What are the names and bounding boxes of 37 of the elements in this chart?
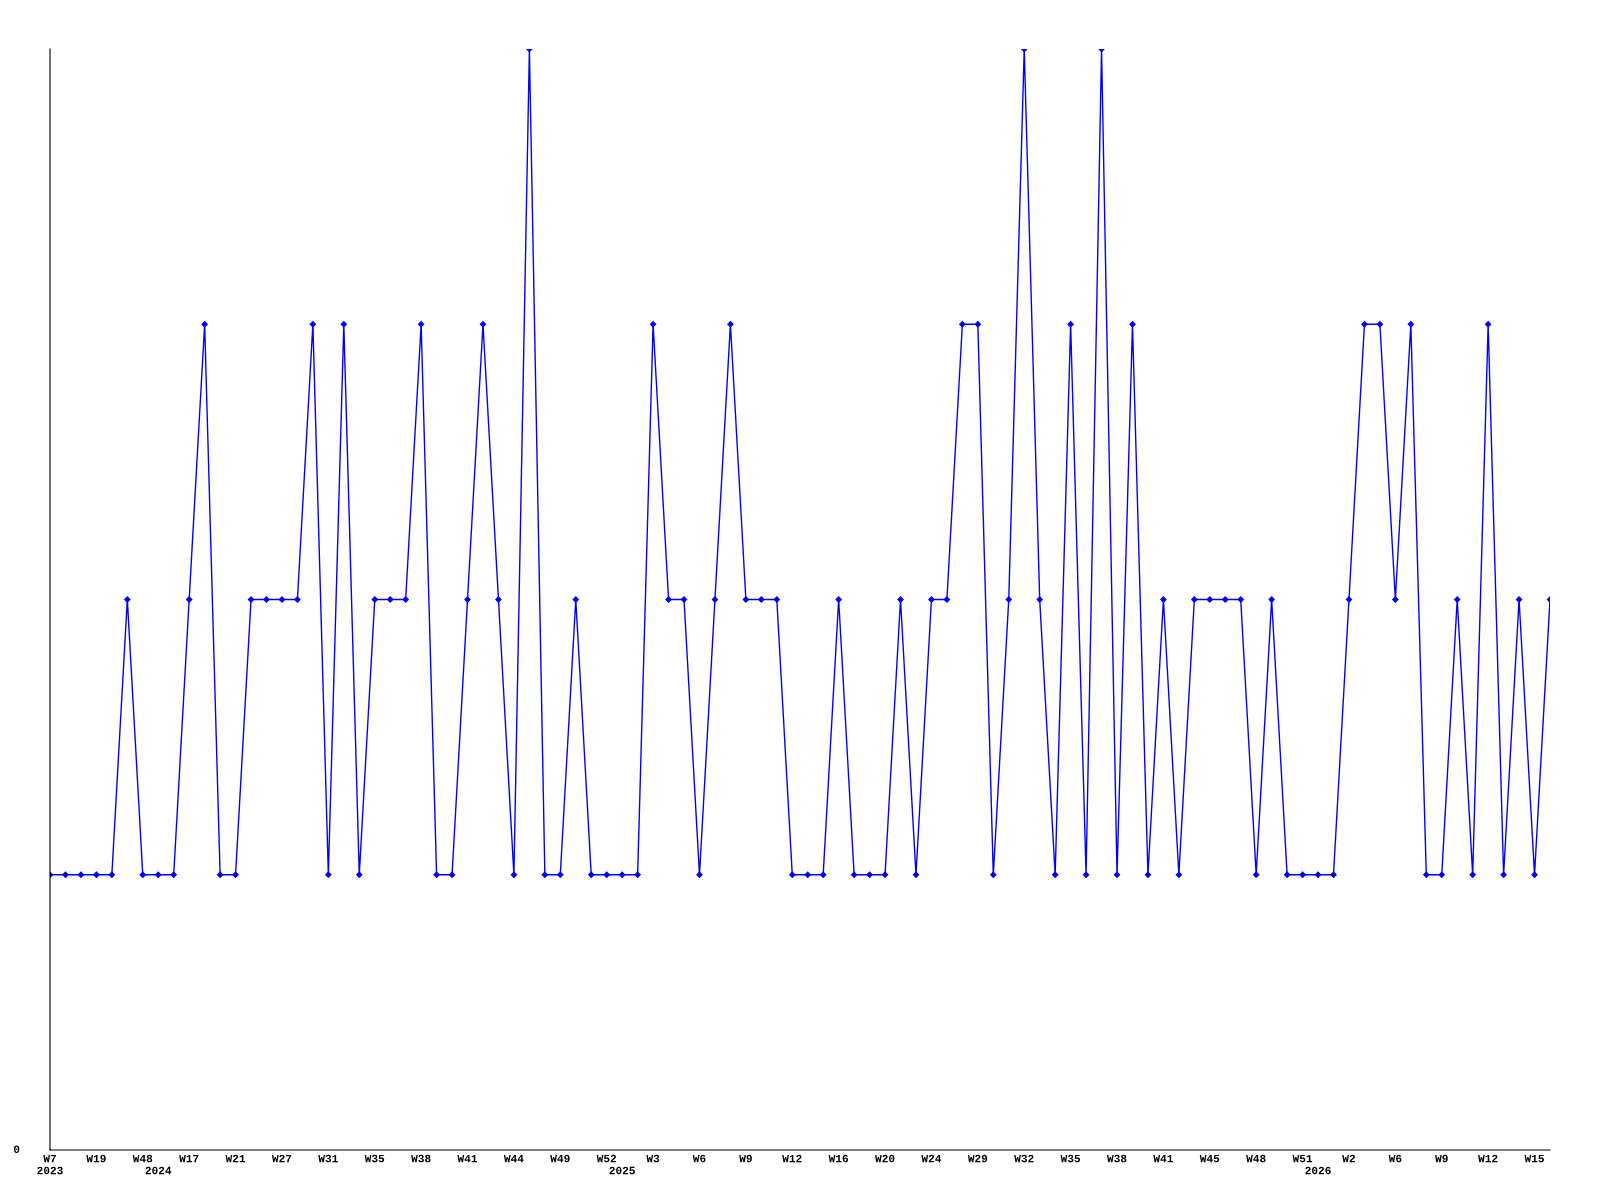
x-tick-label: W48 <box>1246 1154 1266 1163</box>
x-tick-label: W6 <box>692 1154 706 1163</box>
x-tick-label: W6 <box>1388 1154 1402 1163</box>
x-tick-label: W9 <box>1435 1154 1448 1163</box>
x-tick-label: W38 <box>1107 1154 1127 1163</box>
x-tick-label: W20 <box>875 1154 895 1163</box>
x-tick-label: W2 <box>1342 1154 1355 1163</box>
x-tick-label: W15 <box>1524 1154 1544 1163</box>
x-tick-label: 2026 <box>1305 1166 1331 1175</box>
x-tick-label: W41 <box>1153 1154 1173 1163</box>
x-tick-label: W38 <box>411 1154 431 1163</box>
x-tick-label: W19 <box>86 1154 106 1163</box>
x-tick-label: W31 <box>318 1154 338 1163</box>
x-tick-label: W44 <box>503 1154 524 1163</box>
text: 0 <box>13 1145 20 1153</box>
x-tick-label: W17 <box>179 1154 199 1163</box>
x-tick-label: W35 <box>1060 1154 1081 1163</box>
x-tick-label: W21 <box>225 1154 246 1163</box>
x-tick-label: W27 <box>271 1154 292 1163</box>
x-tick-label: W32 <box>1014 1154 1034 1163</box>
x-tick-label: W24 <box>921 1154 942 1163</box>
x-tick-label: W3 <box>646 1154 660 1163</box>
x-tick-label: W9 <box>739 1154 752 1163</box>
x-tick-label: W49 <box>550 1154 570 1163</box>
x-tick-label: W52 <box>596 1154 617 1163</box>
x-tick-label: W45 <box>1199 1154 1220 1163</box>
x-tick-label: W7 2023 <box>37 1154 63 1175</box>
x-tick-label: W12 <box>1478 1154 1498 1163</box>
x-tick-label: W51 <box>1292 1154 1313 1163</box>
x-tick-label: W12 <box>782 1154 802 1163</box>
x-tick-label: 2025 <box>609 1166 635 1175</box>
x-tick-label: 2024 <box>145 1166 172 1175</box>
x-tick-label: W29 <box>967 1154 988 1163</box>
x-tick-label: W41 <box>457 1154 478 1163</box>
x-tick-label: W35 <box>364 1154 385 1163</box>
x-tick-label: W48 <box>132 1154 153 1163</box>
x-tick-label: W16 <box>828 1154 849 1163</box>
